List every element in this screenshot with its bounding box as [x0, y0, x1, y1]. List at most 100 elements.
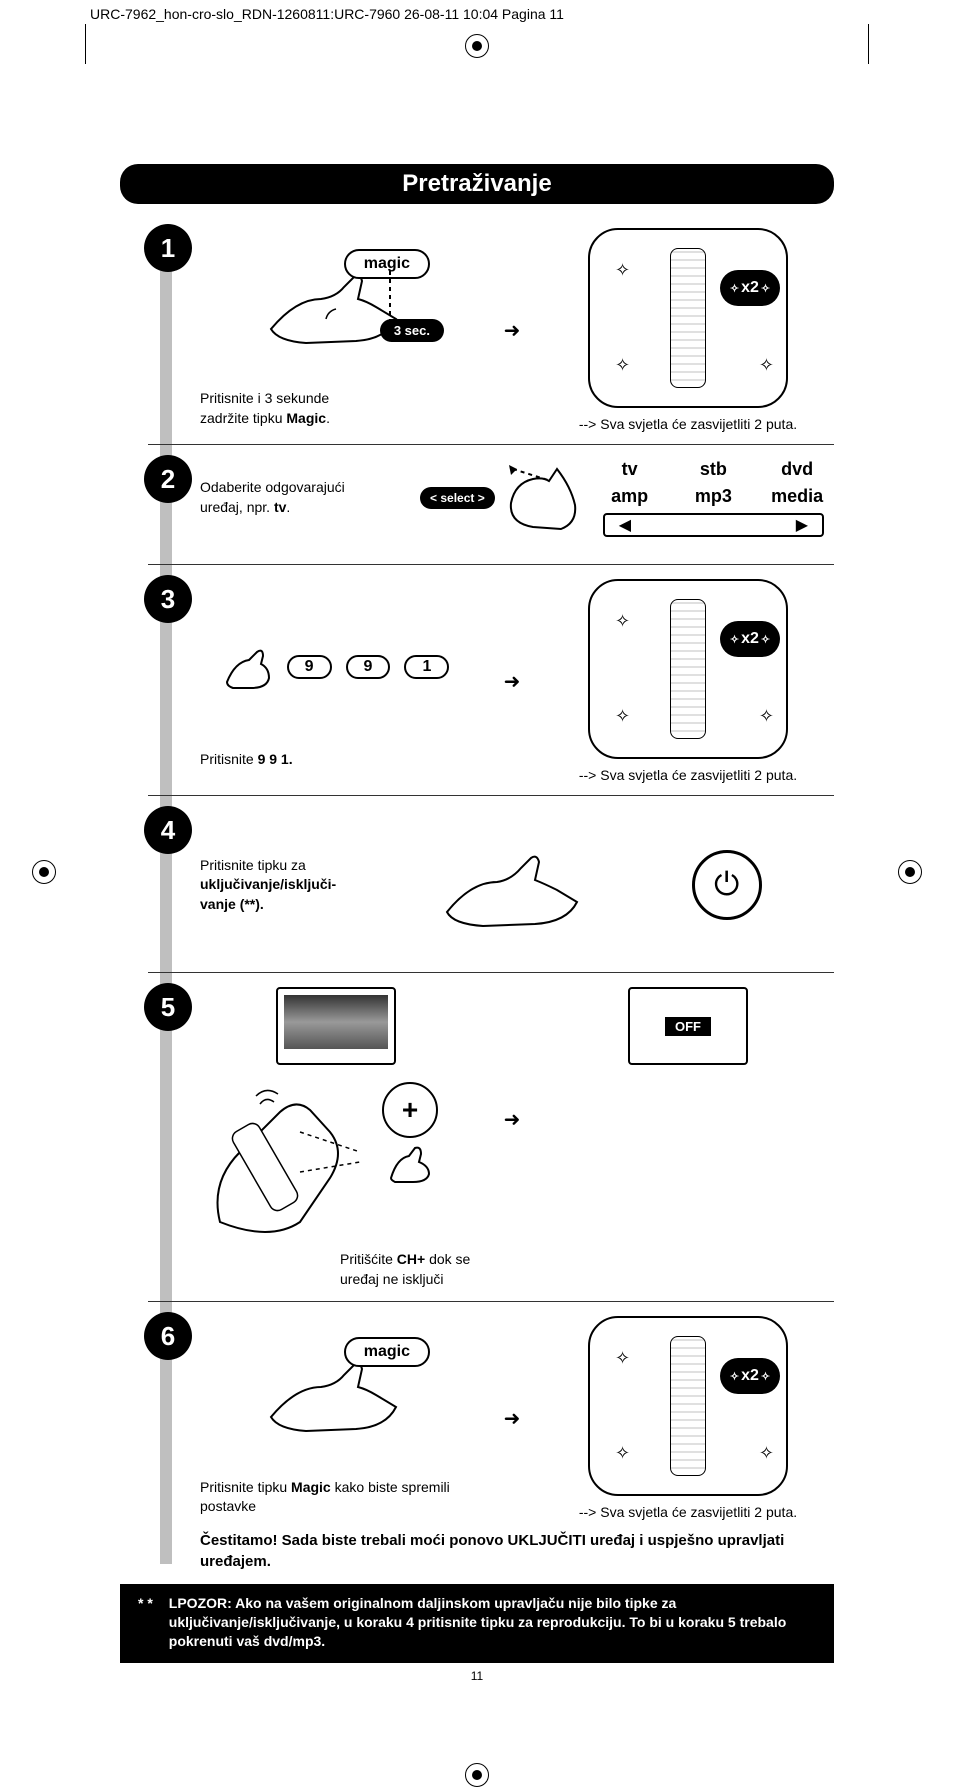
step3-caption-left: Pritisnite 9 9 1. [200, 750, 472, 770]
crop-marks-top [85, 24, 869, 64]
step-badge-1: 1 [144, 224, 192, 272]
t: Pritisnite [200, 751, 258, 767]
device-amp: amp [603, 486, 657, 507]
dashed-line-icon [380, 271, 400, 331]
flash-icon: ✧ [615, 706, 630, 727]
registration-mark-icon [465, 34, 489, 58]
t: Čestitamo! Sada biste trebali moći ponov… [200, 1532, 784, 1570]
hand-press-icon [437, 840, 587, 930]
device-mp3: mp3 [686, 486, 740, 507]
flash-icon: ✧ [759, 355, 774, 376]
arrow-right-icon: ➜ [492, 1107, 532, 1132]
t: tv [274, 499, 286, 515]
t: Magic [291, 1479, 331, 1495]
flash-icon: ✧ [615, 1443, 630, 1464]
t: kako biste spremili [331, 1479, 450, 1495]
section-title: Pretraživanje [120, 164, 834, 204]
tv-off-icon: OFF [628, 987, 748, 1065]
flash-icon: ✧ [759, 1443, 774, 1464]
t: zadržite tipku [200, 410, 286, 426]
step5-caption: Pritišćite CH+ dok se uređaj ne isključi [340, 1250, 472, 1289]
flash-icon: ✧ [759, 706, 774, 727]
t: x2 [741, 1367, 759, 1385]
hand-small-icon [223, 642, 273, 692]
flash-icon: ✧ [615, 260, 630, 281]
t: . [326, 410, 330, 426]
arrow-right-icon: ➜ [492, 669, 532, 694]
device-media: media [770, 486, 824, 507]
step6-caption-right: --> Sva svjetla će zasvijetliti 2 puta. [552, 1504, 824, 1520]
t: Magic [286, 410, 326, 426]
t: uređaj ne isključi [340, 1271, 444, 1287]
page-number: 11 [120, 1669, 834, 1683]
arrow-right-icon: ➜ [492, 1406, 532, 1431]
t: Pritišćite [340, 1251, 397, 1267]
registration-mark-bottom-icon [465, 1763, 489, 1787]
remote-flash-illustration: ✧ ✧ ✧ ✧x2✧ [588, 1316, 788, 1496]
t: Odaberite odgovarajući [200, 479, 345, 495]
t: . [286, 499, 290, 515]
t: uključivanje/isključi- vanje (**). [200, 876, 336, 912]
step-6: 6 magic Pritisnite tipku Magic kako bist… [148, 1302, 834, 1584]
selector-bar: ◀ ▶ [603, 513, 824, 537]
t: Pritisnite tipku za [200, 857, 306, 873]
key-9a: 9 [287, 655, 332, 679]
flash-icon: ✧ [615, 355, 630, 376]
device-labels-grid: tv stb dvd amp mp3 media [603, 459, 824, 507]
step-1: 1 magic 3 sec. [148, 214, 834, 445]
off-label: OFF [665, 1017, 711, 1036]
step-3: 3 9 9 1 Pritisnite 9 9 1. ➜ [148, 565, 834, 796]
t: x2 [741, 630, 759, 648]
step6-caption-left: Pritisnite tipku Magic kako biste spremi… [200, 1478, 472, 1517]
key-9b: 9 [346, 655, 391, 679]
power-icon: ⏻ [692, 850, 762, 920]
x2-badge: ✧x2✧ [720, 621, 780, 657]
hand-point-icon [503, 463, 583, 533]
footnote-stars: * * [138, 1594, 153, 1651]
t: dok se [425, 1251, 470, 1267]
hand-remote-chplus-icon [200, 1082, 370, 1242]
triangle-right-icon: ▶ [796, 515, 808, 535]
remote-icon [670, 599, 706, 739]
triangle-left-icon: ◀ [619, 515, 631, 535]
congrats-text: Čestitamo! Sada biste trebali moći ponov… [200, 1530, 824, 1572]
x2-badge: ✧x2✧ [720, 270, 780, 306]
t: uređaj, npr. [200, 499, 274, 515]
flash-icon: ✧ [615, 611, 630, 632]
ch-plus-icon: + [382, 1082, 438, 1138]
flash-icon: ✧ [615, 1348, 630, 1369]
step2-caption: Odaberite odgovarajući uređaj, npr. tv. [200, 478, 400, 517]
step-badge-6: 6 [144, 1312, 192, 1360]
finger-icon [385, 1144, 435, 1184]
device-dvd: dvd [770, 459, 824, 480]
step-4: 4 Pritisnite tipku za uključivanje/isklj… [148, 796, 834, 973]
t: CH+ [397, 1251, 425, 1267]
select-button-label: < select > [420, 487, 495, 509]
step-badge-3: 3 [144, 575, 192, 623]
t: 9 9 1. [258, 751, 293, 767]
step-badge-4: 4 [144, 806, 192, 854]
device-stb: stb [686, 459, 740, 480]
t: x2 [741, 279, 759, 297]
step-badge-2: 2 [144, 455, 192, 503]
t: postavke [200, 1498, 256, 1514]
arrow-right-icon: ➜ [492, 318, 532, 343]
print-header: URC-7962_hon-cro-slo_RDN-1260811:URC-796… [0, 0, 954, 24]
key-1: 1 [404, 655, 449, 679]
footnote-text: LPOZOR: Ako na vašem originalnom daljins… [169, 1594, 816, 1651]
step1-caption-right: --> Sva svjetla će zasvijetliti 2 puta. [552, 416, 824, 432]
step4-caption: Pritisnite tipku za uključivanje/isključ… [200, 856, 395, 915]
magic-button: magic [344, 1337, 430, 1367]
remote-icon [670, 248, 706, 388]
step-5: 5 + [148, 973, 834, 1302]
footnote-warning: * * LPOZOR: Ako na vašem originalnom dal… [120, 1584, 834, 1663]
remote-icon [670, 1336, 706, 1476]
x2-badge: ✧x2✧ [720, 1358, 780, 1394]
remote-flash-illustration: ✧ ✧ ✧ ✧x2✧ [588, 228, 788, 408]
t: Pritisnite tipku [200, 1479, 291, 1495]
step3-caption-right: --> Sva svjetla će zasvijetliti 2 puta. [552, 767, 824, 783]
tv-on-icon [276, 987, 396, 1065]
t: Pritisnite i 3 sekunde [200, 390, 329, 406]
step-2: 2 Odaberite odgovarajući uređaj, npr. tv… [148, 445, 834, 565]
device-tv: tv [603, 459, 657, 480]
